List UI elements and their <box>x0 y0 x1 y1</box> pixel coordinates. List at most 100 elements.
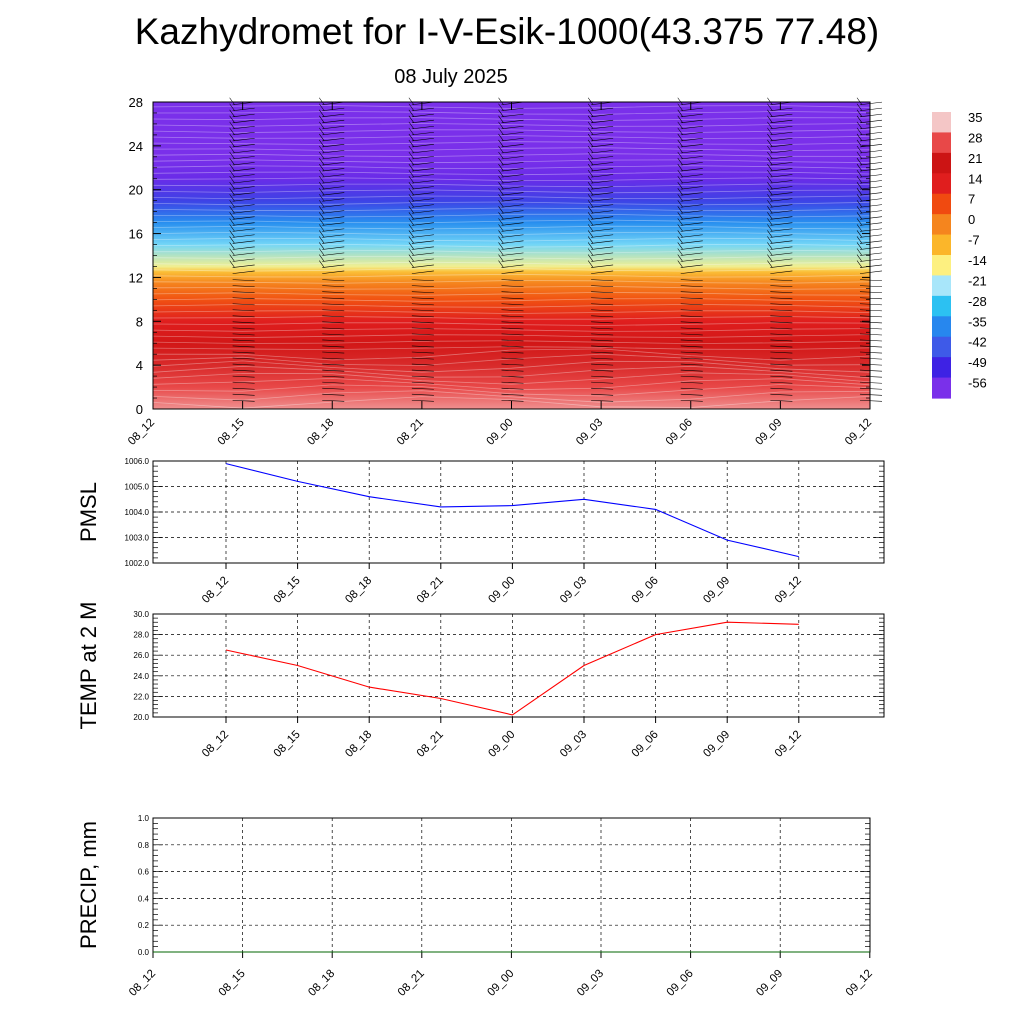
wind-barb <box>229 163 255 172</box>
wind-barb <box>319 194 345 202</box>
wind-barb <box>767 218 793 226</box>
wind-barb <box>319 182 345 190</box>
wind-barb <box>411 327 434 330</box>
wind-barb <box>501 321 524 324</box>
wind-barb <box>229 127 255 136</box>
wind-barb <box>859 393 883 396</box>
contour-line <box>152 255 870 260</box>
contour-line <box>152 348 871 361</box>
wind-barb <box>859 285 883 288</box>
wind-barb <box>587 127 614 136</box>
wind-barb <box>232 387 255 390</box>
colorbar-swatch <box>932 112 951 134</box>
colorbar-swatch <box>932 132 951 154</box>
wind-barb <box>767 224 793 232</box>
colorbar-label: 0 <box>968 212 975 227</box>
wind-barb <box>498 163 524 172</box>
wind-barb <box>677 200 703 208</box>
wind-barb <box>319 254 345 262</box>
wind-barb <box>767 145 793 154</box>
wind-barb <box>677 103 703 112</box>
wind-barb <box>319 169 345 178</box>
wind-barb <box>229 242 255 250</box>
colorbar-swatch <box>932 357 951 379</box>
contour-line <box>152 353 871 366</box>
wind-barb <box>680 309 703 312</box>
wind-barb <box>408 127 434 136</box>
y-tick-label: 24 <box>129 139 143 154</box>
wind-barb <box>232 327 255 330</box>
wind-barb <box>767 169 793 178</box>
colorbar: 35 28 21 14 7 0 -7 -14 -21 -28 -35 -42 -49 -56 <box>932 110 987 399</box>
x-tick-label: 08_15 <box>216 417 247 448</box>
wind-barb <box>411 291 434 294</box>
wind-barb <box>680 321 703 324</box>
wind-barb <box>856 97 883 106</box>
wind-barb <box>498 151 524 160</box>
wind-barb <box>767 206 793 214</box>
wind-barb <box>856 206 883 214</box>
wind-barb <box>591 321 614 324</box>
wind-barb <box>859 327 883 330</box>
wind-barb <box>319 103 345 112</box>
x-tick-label: 08_18 <box>343 729 374 760</box>
wind-barb <box>856 163 883 172</box>
wind-barb <box>319 121 345 130</box>
wind-barb <box>859 333 883 336</box>
wind-barb <box>229 175 255 184</box>
y-tick-label: 0.2 <box>138 921 150 930</box>
x-tick-label: 08_21 <box>396 968 427 999</box>
x-tick-label: 08_12 <box>200 575 231 606</box>
wind-barb <box>232 285 255 288</box>
x-tick-label: 09_09 <box>701 729 732 760</box>
wind-barb <box>770 393 793 396</box>
wind-barb <box>229 115 255 124</box>
wind-barb <box>587 242 614 250</box>
wind-barb <box>856 145 883 154</box>
contour-lines <box>152 105 871 409</box>
contour-line <box>152 129 871 134</box>
wind-barb <box>856 194 883 202</box>
wind-barb <box>591 315 614 318</box>
wind-barb <box>411 399 434 402</box>
wind-barb <box>680 327 703 330</box>
wind-barb <box>229 97 255 106</box>
wind-barb <box>677 139 703 148</box>
wind-barb <box>411 351 434 354</box>
contour-line <box>152 141 871 146</box>
wind-barb <box>322 327 345 330</box>
wind-barb <box>680 375 703 378</box>
contour-line <box>152 322 871 326</box>
wind-barb <box>319 97 345 106</box>
wind-barb <box>770 270 793 274</box>
wind-barb <box>498 194 524 202</box>
wind-barb <box>767 242 793 250</box>
wind-barb <box>498 127 524 136</box>
wind-barb <box>411 279 434 281</box>
contour-line <box>152 117 871 121</box>
wind-barb <box>411 333 434 336</box>
wind-barb <box>591 363 614 366</box>
wind-barb <box>859 270 883 274</box>
wind-barb <box>770 285 793 288</box>
colorbar-label: 35 <box>968 110 982 125</box>
y-axis-title: TEMP at 2 M <box>76 602 101 730</box>
y-tick-label: 28.0 <box>133 631 149 640</box>
wind-barb <box>767 230 793 238</box>
wind-barb <box>501 339 524 342</box>
wind-barb <box>856 212 883 220</box>
x-tick-label: 09_06 <box>630 729 661 760</box>
wind-barb <box>770 369 793 372</box>
wind-barb <box>411 387 434 390</box>
contour-line <box>152 201 871 206</box>
contour-line <box>152 213 871 218</box>
wind-barb <box>770 297 793 300</box>
wind-barb <box>677 182 703 190</box>
contour-line <box>152 207 871 212</box>
wind-barb <box>767 109 793 118</box>
wind-barb <box>501 297 524 300</box>
wind-barb <box>770 375 793 378</box>
wind-barb <box>229 157 255 166</box>
x-tick-label: 09_09 <box>754 968 785 999</box>
x-tick-label: 09_03 <box>558 575 589 606</box>
